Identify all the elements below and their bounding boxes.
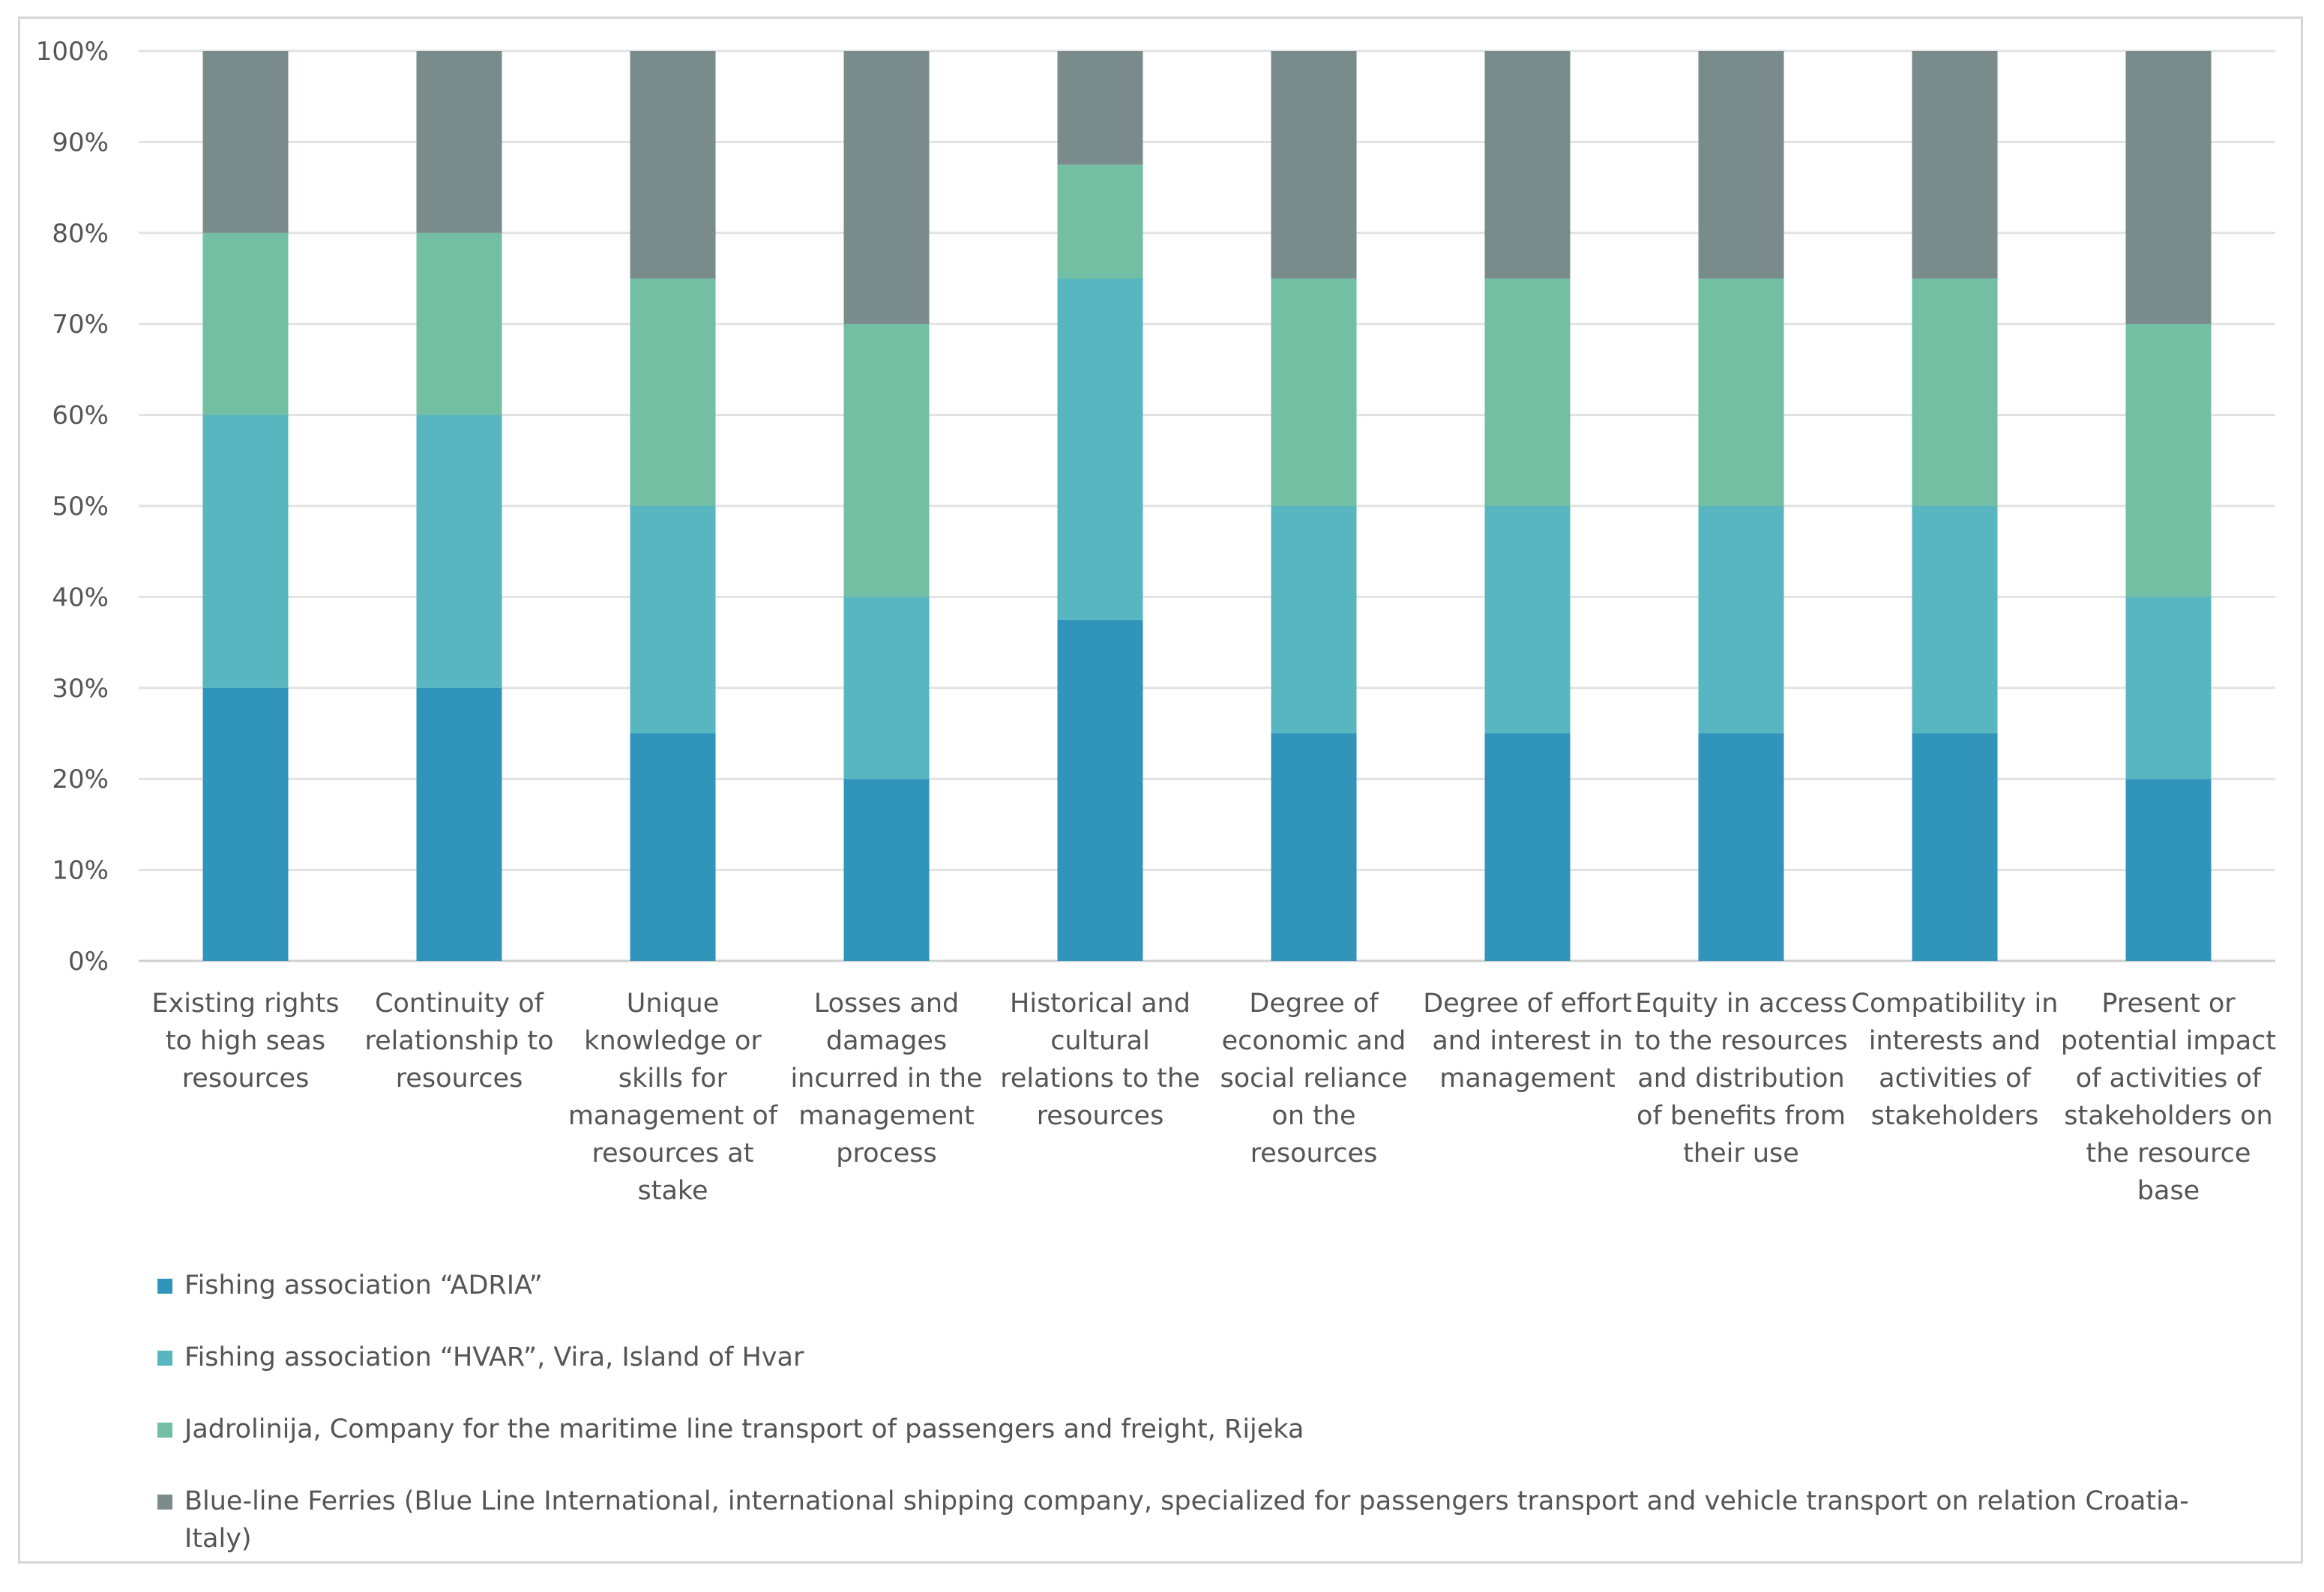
bar-segment	[630, 506, 716, 734]
bar-segment	[1484, 51, 1571, 279]
legend-label: Jadrolinija, Company for the maritime li…	[184, 1414, 1304, 1444]
y-tick-label: 90%	[52, 127, 109, 157]
bar-segment	[1271, 733, 1357, 961]
bar-segment	[202, 232, 289, 415]
x-category-label: Unique knowledge or skills for management o…	[568, 989, 778, 1206]
bar-segment	[1484, 506, 1571, 734]
legend-swatch	[157, 1423, 172, 1438]
x-category-label: Degree of effort and interest in managemen…	[1423, 989, 1632, 1094]
x-category-label: Compatibility in interests and activities …	[1852, 989, 2059, 1131]
bar-segment	[416, 51, 502, 233]
legend-label: Blue-line Ferries (Blue Line Internation…	[184, 1486, 2189, 1554]
y-tick-label: 80%	[52, 219, 109, 249]
legend-item: Blue-line Ferries (Blue Line Internation…	[157, 1483, 2227, 1558]
x-category-label: Present or potential impact of activities …	[2061, 989, 2276, 1206]
bar-segment	[1912, 278, 1998, 506]
bar-segment	[1912, 733, 1998, 961]
bar-segment	[1912, 506, 1998, 734]
bar-segment	[1271, 51, 1357, 279]
y-tick-label: 50%	[52, 492, 109, 522]
y-tick-label: 20%	[52, 765, 109, 795]
bar-segment	[1271, 278, 1357, 506]
bar-segment	[843, 779, 930, 961]
x-category-label: Degree of economic and social reliance on t…	[1220, 989, 1408, 1169]
bar-segment	[1698, 733, 1784, 961]
legend-item: Jadrolinija, Company for the maritime li…	[157, 1411, 2227, 1448]
bar-segment	[2125, 779, 2212, 961]
legend-swatch	[157, 1279, 172, 1294]
y-tick-label: 60%	[52, 401, 109, 431]
x-category-label: Existing rights to high seas resources	[151, 989, 339, 1094]
bar-segment	[1484, 278, 1571, 506]
y-tick-label: 100%	[36, 37, 109, 67]
y-tick-label: 0%	[68, 947, 109, 977]
bar-segment	[1057, 164, 1143, 279]
y-axis-ticks: 0% 10% 20% 30% 40% 50% 60% 70% 80% 90% 100%	[36, 37, 109, 977]
stacked-bar-chart: 0% 10% 20% 30% 40% 50% 60% 70% 80% 90% 100% Existi…	[36, 37, 2276, 1206]
bar-segment	[416, 232, 502, 415]
bar-segment	[1271, 506, 1357, 734]
bar-segment	[2125, 324, 2212, 597]
bar-segment	[2125, 51, 2212, 325]
x-category-label: Equity in access to the resources and dist…	[1634, 989, 1847, 1169]
bar-segment	[843, 597, 930, 780]
bar-segment	[202, 687, 289, 961]
bar-segment	[1057, 51, 1143, 165]
legend-label: Fishing association “HVAR”, Vira, Island…	[184, 1342, 804, 1372]
bar-segment	[2125, 597, 2212, 780]
bar-segment	[630, 51, 716, 279]
bar-segment	[1057, 278, 1143, 620]
x-category-label: Continuity of relationship to resources	[365, 989, 554, 1094]
legend-label: Fishing association “ADRIA”	[184, 1270, 543, 1300]
legend-swatch	[157, 1495, 172, 1510]
y-tick-label: 30%	[52, 674, 109, 704]
bar-segment	[1698, 278, 1784, 506]
bar-segment	[202, 51, 289, 233]
y-tick-label: 40%	[52, 582, 109, 612]
bar-segment	[1698, 51, 1784, 279]
bar-segment	[630, 733, 716, 961]
bars	[202, 51, 2212, 961]
bar-segment	[202, 414, 289, 688]
bar-segment	[1057, 619, 1143, 961]
bar-segment	[1484, 733, 1571, 961]
bar-segment	[630, 278, 716, 506]
bar-segment	[1698, 506, 1784, 734]
bar-segment	[416, 687, 502, 961]
y-tick-label: 70%	[52, 310, 109, 340]
x-category-label: Losses and damages incurred in the manageme…	[790, 989, 982, 1169]
y-tick-label: 10%	[52, 856, 109, 886]
bar-segment	[1912, 51, 1998, 279]
legend-item: Fishing association “HVAR”, Vira, Island…	[157, 1339, 2227, 1376]
legend: Fishing association “ADRIA” Fishing assoc…	[157, 1267, 2227, 1592]
x-axis-labels: Existing rights to high seas resourcesCont…	[151, 989, 2276, 1206]
x-category-label: Historical and cultural relations to the re…	[1000, 989, 1199, 1131]
bar-segment	[843, 324, 930, 597]
legend-item: Fishing association “ADRIA”	[157, 1267, 2227, 1304]
bar-segment	[416, 414, 502, 688]
bar-segment	[843, 51, 930, 325]
legend-swatch	[157, 1351, 172, 1366]
